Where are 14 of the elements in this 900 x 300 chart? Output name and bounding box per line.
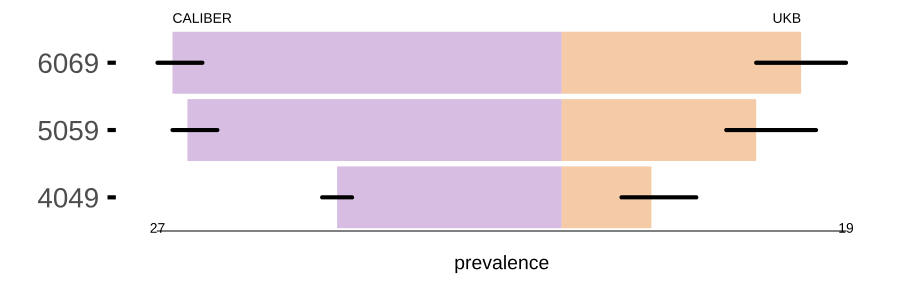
y-tick-label: 6069 [38,53,98,74]
y-tick-label: 4049 [38,188,98,208]
y-tick-label: 5059 [38,120,98,140]
bar [187,99,562,161]
bar [562,166,652,228]
x-axis-title: prevalence [455,255,548,274]
bar [562,99,756,161]
series-label: UKB [774,13,800,23]
x-tick-label: 27 [150,223,165,233]
series-label: CALIBER [173,13,232,23]
bar [172,32,562,94]
bar [562,32,802,94]
bar [337,166,562,228]
x-tick-label: 19 [839,223,854,233]
